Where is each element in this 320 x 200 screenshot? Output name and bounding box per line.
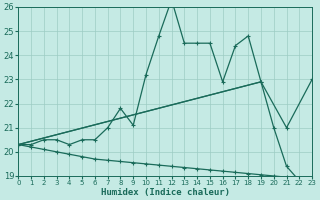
X-axis label: Humidex (Indice chaleur): Humidex (Indice chaleur) <box>101 188 230 197</box>
